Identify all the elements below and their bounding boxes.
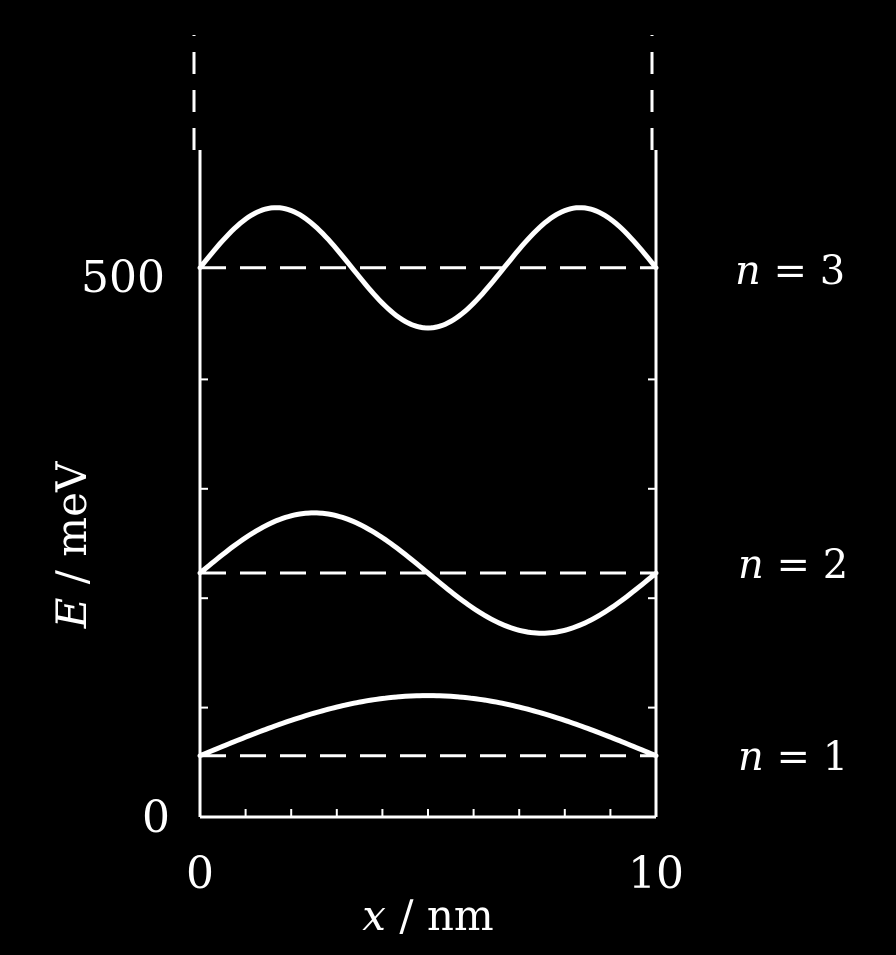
level-label-n2-rest: = 2 [764,542,848,588]
y-axis-unit: / meV [47,461,96,598]
level-label-n1-var: n [738,734,764,780]
level-label-n3: n = 3 [735,248,845,294]
level-label-n3-var: n [735,248,761,294]
wavefunctions [197,205,659,759]
wavefunction-n1 [197,693,659,759]
y-tick-label-500: 500 [81,252,165,303]
wavefunction-n3 [197,205,659,331]
x-axis-unit: / nm [386,891,494,940]
x-tick-label-0: 0 [186,848,214,899]
x-axis-variable: x [362,891,386,940]
level-label-n2-var: n [738,542,764,588]
level-label-n1: n = 1 [738,734,848,780]
y-tick-label-0: 0 [142,792,170,843]
x-axis-label: x / nm [362,891,493,940]
axis-ticks [200,378,656,817]
y-axis-variable: E [47,598,96,630]
energy-levels [200,266,656,758]
y-axis-label: E / meV [47,461,96,629]
level-label-n2: n = 2 [738,542,848,588]
wavefunction-n2 [197,510,659,636]
chart-frame [192,35,658,819]
x-tick-label-10: 10 [628,848,684,899]
level-label-n3-rest: = 3 [761,248,845,294]
level-label-n1-rest: = 1 [764,734,848,780]
